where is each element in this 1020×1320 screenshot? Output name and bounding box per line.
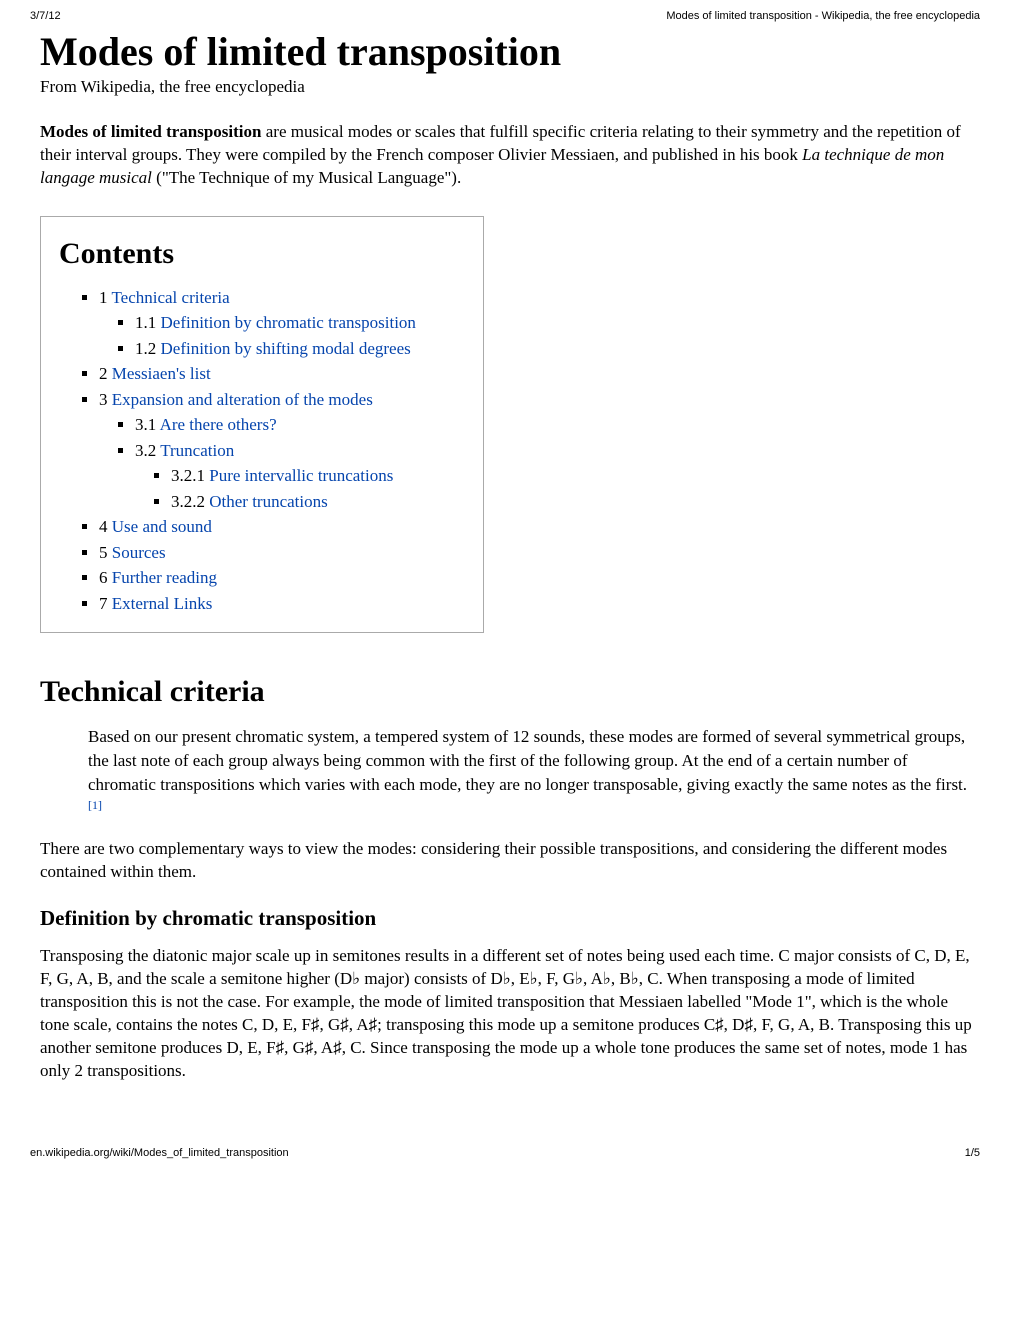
page-title: Modes of limited transposition: [40, 28, 980, 75]
toc-num: 3.2.1: [171, 466, 205, 485]
toc-link[interactable]: Further reading: [112, 568, 217, 587]
print-date: 3/7/12: [30, 10, 61, 22]
print-header: 3/7/12 Modes of limited transposition - …: [0, 0, 1020, 24]
body-paragraph: Transposing the diatonic major scale up …: [40, 945, 980, 1083]
quote-text: Based on our present chromatic system, a…: [88, 727, 967, 794]
subsection-heading-chromatic: Definition by chromatic transposition: [40, 906, 980, 931]
toc-num: 3.2: [135, 441, 156, 460]
toc-item: 1 Technical criteria 1.1 Definition by c…: [99, 285, 459, 362]
toc-item: 3.2.1 Pure intervallic truncations: [171, 463, 459, 489]
page-content: Modes of limited transposition From Wiki…: [0, 28, 1020, 1117]
toc-item: 1.2 Definition by shifting modal degrees: [135, 336, 459, 362]
footer-url: en.wikipedia.org/wiki/Modes_of_limited_t…: [30, 1147, 289, 1159]
toc-num: 1.2: [135, 339, 156, 358]
toc-num: 4: [99, 517, 108, 536]
page-subtitle: From Wikipedia, the free encyclopedia: [40, 77, 980, 97]
intro-paragraph: Modes of limited transposition are music…: [40, 121, 980, 190]
toc-link[interactable]: External Links: [112, 594, 213, 613]
toc-link[interactable]: Are there others?: [160, 415, 277, 434]
toc-num: 3.1: [135, 415, 156, 434]
toc-num: 5: [99, 543, 108, 562]
toc-item: 5 Sources: [99, 540, 459, 566]
toc-item: 3.2.2 Other truncations: [171, 489, 459, 515]
toc-link[interactable]: Sources: [112, 543, 166, 562]
toc-link[interactable]: Expansion and alteration of the modes: [112, 390, 373, 409]
section-heading-technical-criteria: Technical criteria: [40, 675, 980, 709]
footer-pagenum: 1/5: [965, 1147, 980, 1159]
toc-link[interactable]: Use and sound: [112, 517, 212, 536]
toc-item: 1.1 Definition by chromatic transpositio…: [135, 310, 459, 336]
print-footer: en.wikipedia.org/wiki/Modes_of_limited_t…: [0, 1117, 1020, 1169]
body-paragraph: There are two complementary ways to view…: [40, 838, 980, 884]
toc-link[interactable]: Messiaen's list: [112, 364, 211, 383]
toc-item: 2 Messiaen's list: [99, 361, 459, 387]
intro-text-2: ("The Technique of my Musical Language")…: [152, 168, 461, 187]
contents-heading: Contents: [59, 237, 459, 271]
toc-num: 1.1: [135, 313, 156, 332]
toc-link[interactable]: Other truncations: [209, 492, 328, 511]
toc-item: 6 Further reading: [99, 565, 459, 591]
blockquote: Based on our present chromatic system, a…: [88, 725, 980, 822]
toc-link[interactable]: Technical criteria: [111, 288, 229, 307]
toc-link[interactable]: Definition by shifting modal degrees: [161, 339, 411, 358]
contents-box: Contents 1 Technical criteria 1.1 Defini…: [40, 216, 484, 634]
toc-num: 7: [99, 594, 108, 613]
print-title: Modes of limited transposition - Wikiped…: [666, 10, 980, 22]
intro-bold: Modes of limited transposition: [40, 122, 261, 141]
toc-num: 6: [99, 568, 108, 587]
toc-link[interactable]: Truncation: [160, 441, 234, 460]
toc-item: 7 External Links: [99, 591, 459, 617]
toc-item: 4 Use and sound: [99, 514, 459, 540]
toc-num: 1: [99, 288, 108, 307]
contents-list: 1 Technical criteria 1.1 Definition by c…: [59, 285, 459, 617]
toc-num: 3.2.2: [171, 492, 205, 511]
toc-num: 2: [99, 364, 108, 383]
toc-item: 3.1 Are there others?: [135, 412, 459, 438]
citation-link[interactable]: [1]: [88, 798, 102, 812]
toc-link[interactable]: Definition by chromatic transposition: [161, 313, 416, 332]
toc-num: 3: [99, 390, 108, 409]
toc-item: 3.2 Truncation 3.2.1 Pure intervallic tr…: [135, 438, 459, 515]
toc-link[interactable]: Pure intervallic truncations: [209, 466, 393, 485]
toc-item: 3 Expansion and alteration of the modes …: [99, 387, 459, 515]
